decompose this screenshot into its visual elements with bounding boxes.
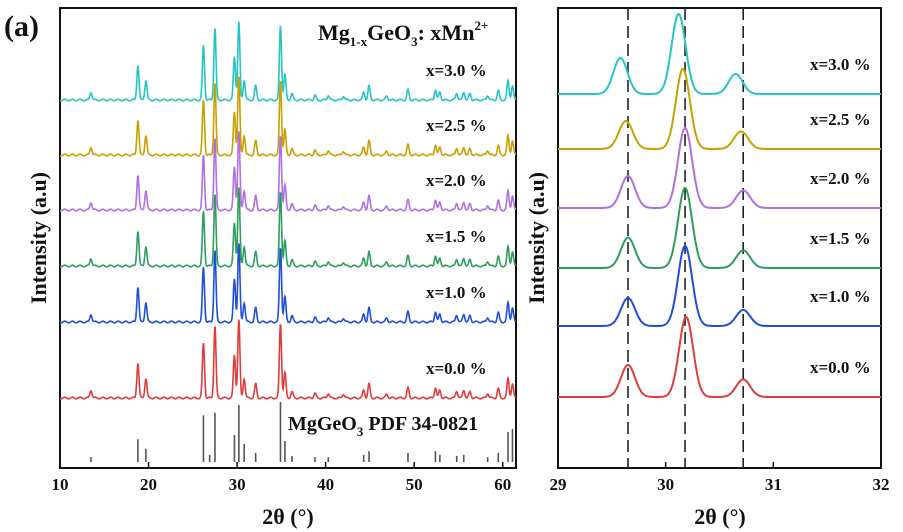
right-series-line bbox=[558, 244, 881, 327]
left-series-label: x=2.0 % bbox=[426, 171, 487, 190]
right-traces: x=3.0 % x=2.5 % x=2.0 % x=1.5 % x=1.0 % x=0.0… bbox=[558, 12, 881, 398]
left-series-line bbox=[59, 131, 517, 212]
left-series-line bbox=[59, 319, 517, 400]
right-y-axis-title: Intensity (a.u) bbox=[524, 172, 549, 304]
right-series-label: x=1.5 % bbox=[810, 229, 871, 248]
right-series-label: x=1.0 % bbox=[810, 287, 871, 306]
left-x-tick-label: 10 bbox=[52, 475, 69, 494]
panel-label: (a) bbox=[4, 10, 39, 43]
left-series-line bbox=[59, 76, 517, 157]
right-series-line bbox=[558, 315, 881, 398]
left-x-ticks: 10 20 30 40 50 60 bbox=[52, 462, 511, 494]
right-series-line bbox=[558, 126, 881, 209]
right-series-line bbox=[558, 186, 881, 269]
right-series-label: x=3.0 % bbox=[810, 55, 871, 74]
right-series-label: x=2.0 % bbox=[810, 169, 871, 188]
left-x-tick-label: 30 bbox=[229, 475, 246, 494]
left-series-label: x=2.5 % bbox=[426, 116, 487, 135]
right-series-line bbox=[558, 67, 881, 150]
left-series-label: x=1.5 % bbox=[426, 227, 487, 246]
left-series-label: x=3.0 % bbox=[426, 61, 487, 80]
right-series-label: x=0.0 % bbox=[810, 358, 871, 377]
left-series-line bbox=[59, 187, 517, 268]
left-x-tick-label: 40 bbox=[317, 475, 334, 494]
left-series-label: x=1.0 % bbox=[426, 283, 487, 302]
left-x-tick-label: 60 bbox=[494, 475, 511, 494]
right-x-axis-title: 2θ (°) bbox=[694, 504, 745, 529]
left-traces: x=3.0 % x=2.5 % x=2.0 % x=1.5 % x=1.0 % x=0.0… bbox=[59, 21, 517, 462]
left-series-line bbox=[59, 243, 517, 324]
right-plot-frame bbox=[557, 7, 882, 469]
left-y-axis-title: Intensity (a.u) bbox=[26, 172, 51, 304]
right-series-line bbox=[558, 12, 881, 95]
right-x-tick-label: 29 bbox=[550, 475, 567, 494]
left-series-line bbox=[59, 21, 517, 102]
right-series-label: x=2.5 % bbox=[810, 110, 871, 129]
left-panel: x=3.0 % x=2.5 % x=2.0 % x=1.5 % x=1.0 % x=0.0… bbox=[4, 7, 517, 529]
left-series-label: x=0.0 % bbox=[426, 359, 487, 378]
right-x-tick-label: 32 bbox=[873, 475, 890, 494]
left-x-tick-label: 50 bbox=[406, 475, 423, 494]
left-chart-title: Mg1-xGeO3: xMn2+ bbox=[318, 18, 488, 49]
left-plot-frame bbox=[59, 7, 517, 469]
right-x-ticks: 29 30 31 32 bbox=[550, 462, 890, 494]
left-x-axis-title: 2θ (°) bbox=[262, 504, 313, 529]
right-x-tick-label: 30 bbox=[657, 475, 674, 494]
right-panel: x=3.0 % x=2.5 % x=2.0 % x=1.5 % x=1.0 % x=0.0… bbox=[524, 7, 890, 529]
reference-label: MgGeO3 PDF 34-0821 bbox=[288, 413, 478, 439]
left-x-tick-label: 20 bbox=[140, 475, 157, 494]
right-x-tick-label: 31 bbox=[765, 475, 782, 494]
